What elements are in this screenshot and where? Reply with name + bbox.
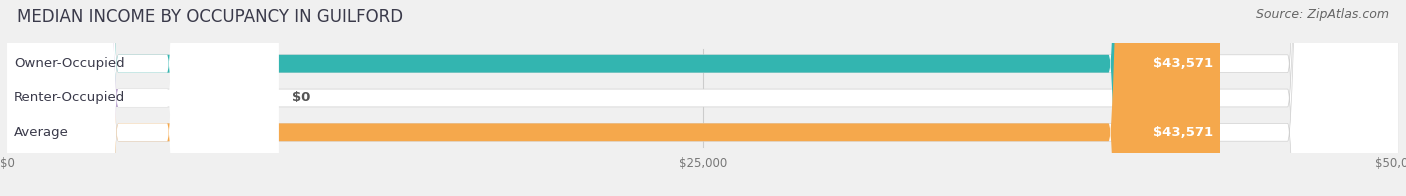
FancyBboxPatch shape bbox=[0, 0, 118, 196]
FancyBboxPatch shape bbox=[7, 0, 1399, 196]
FancyBboxPatch shape bbox=[7, 0, 278, 196]
Text: $43,571: $43,571 bbox=[1153, 57, 1213, 70]
FancyBboxPatch shape bbox=[7, 0, 1220, 196]
Text: MEDIAN INCOME BY OCCUPANCY IN GUILFORD: MEDIAN INCOME BY OCCUPANCY IN GUILFORD bbox=[17, 8, 404, 26]
FancyBboxPatch shape bbox=[7, 0, 278, 196]
Text: $0: $0 bbox=[292, 92, 311, 104]
FancyBboxPatch shape bbox=[7, 0, 278, 196]
FancyBboxPatch shape bbox=[7, 0, 278, 196]
Text: Source: ZipAtlas.com: Source: ZipAtlas.com bbox=[1256, 8, 1389, 21]
FancyBboxPatch shape bbox=[7, 0, 1399, 196]
Text: Owner-Occupied: Owner-Occupied bbox=[14, 57, 125, 70]
Text: Renter-Occupied: Renter-Occupied bbox=[14, 92, 125, 104]
FancyBboxPatch shape bbox=[7, 0, 1220, 196]
FancyBboxPatch shape bbox=[7, 0, 1399, 196]
Text: $43,571: $43,571 bbox=[1153, 126, 1213, 139]
Text: Average: Average bbox=[14, 126, 69, 139]
